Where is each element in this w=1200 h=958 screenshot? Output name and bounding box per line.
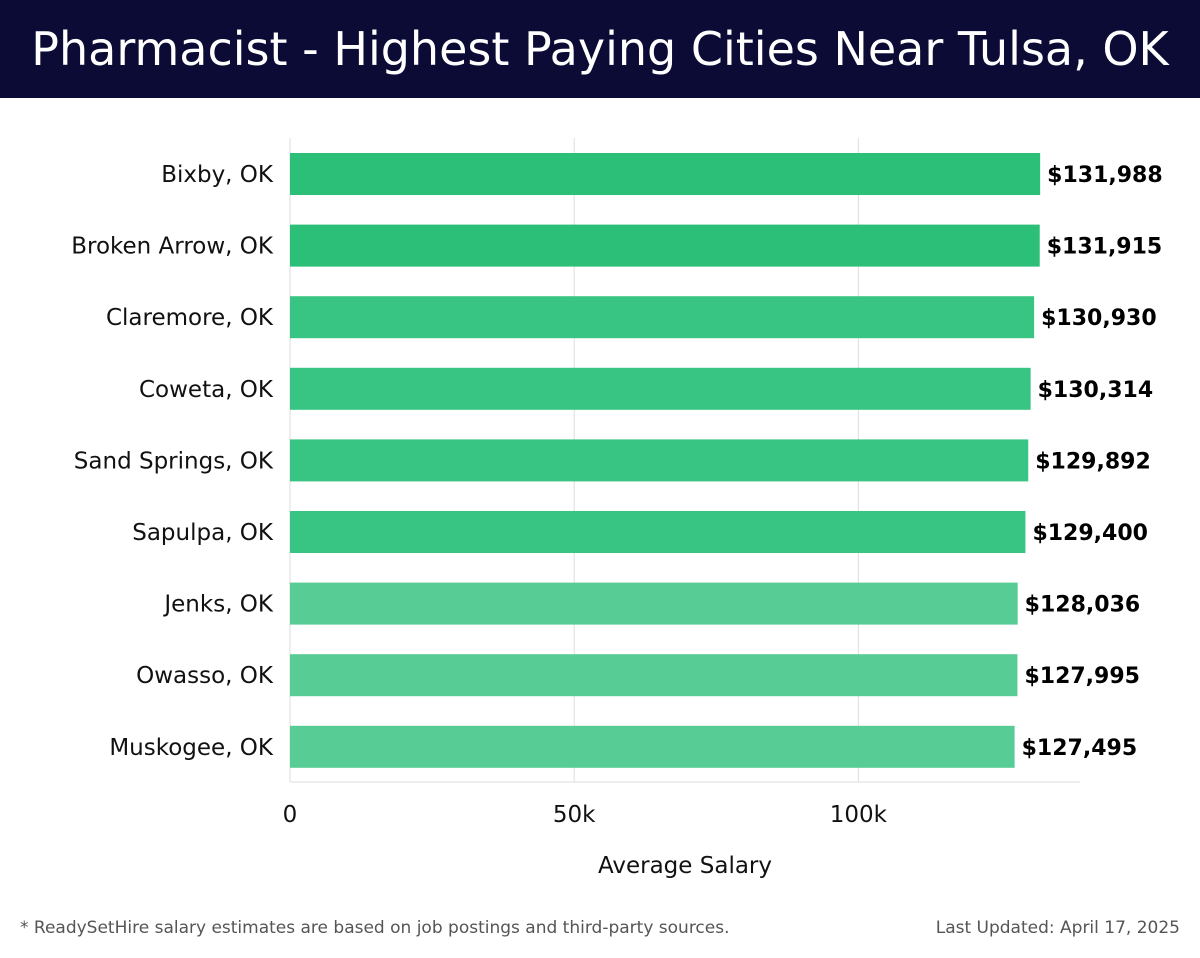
x-tick-label: 100k (830, 802, 888, 828)
page-title: Pharmacist - Highest Paying Cities Near … (31, 22, 1169, 76)
value-label: $128,036 (1025, 593, 1141, 618)
category-label: Owasso, OK (136, 663, 274, 689)
bar (290, 439, 1029, 482)
bar-chart: 0 50k 100k Bixby, OK $131,988 Broken Arrow, O… (71, 138, 1163, 879)
footer-updated: Last Updated: April 17, 2025 (935, 918, 1180, 938)
bar (290, 654, 1018, 697)
value-label: $130,930 (1041, 306, 1157, 331)
footer-note: * ReadySetHire salary estimates are base… (20, 918, 730, 938)
bar (290, 153, 1041, 195)
value-label: $127,495 (1022, 736, 1138, 761)
value-label: $127,995 (1024, 664, 1140, 689)
category-label: Sand Springs, OK (74, 448, 274, 474)
bar (290, 367, 1031, 410)
value-label: $129,400 (1032, 521, 1148, 546)
category-label: Broken Arrow, OK (71, 234, 274, 260)
value-label: $129,892 (1035, 449, 1151, 474)
x-axis-title: Average Salary (598, 853, 772, 879)
category-label: Jenks, OK (162, 592, 274, 618)
value-label: $131,915 (1047, 235, 1163, 260)
value-label: $131,988 (1047, 163, 1163, 188)
title-bar: Pharmacist - Highest Paying Cities Near … (0, 0, 1200, 98)
x-tick-label: 0 (283, 802, 298, 828)
bar (290, 511, 1026, 553)
category-label: Bixby, OK (161, 162, 274, 188)
x-tick-label: 50k (553, 802, 596, 828)
bar (290, 582, 1018, 625)
category-label: Muskogee, OK (109, 735, 274, 761)
bar-layer (290, 153, 1041, 768)
bar (290, 224, 1040, 267)
category-label: Claremore, OK (106, 305, 274, 331)
bar (290, 296, 1035, 339)
label-layer: 0 50k 100k Bixby, OK $131,988 Broken Arrow, O… (71, 162, 1162, 828)
value-label: $130,314 (1038, 378, 1154, 403)
category-label: Sapulpa, OK (132, 520, 274, 546)
category-label: Coweta, OK (139, 377, 274, 403)
bar (290, 725, 1015, 768)
